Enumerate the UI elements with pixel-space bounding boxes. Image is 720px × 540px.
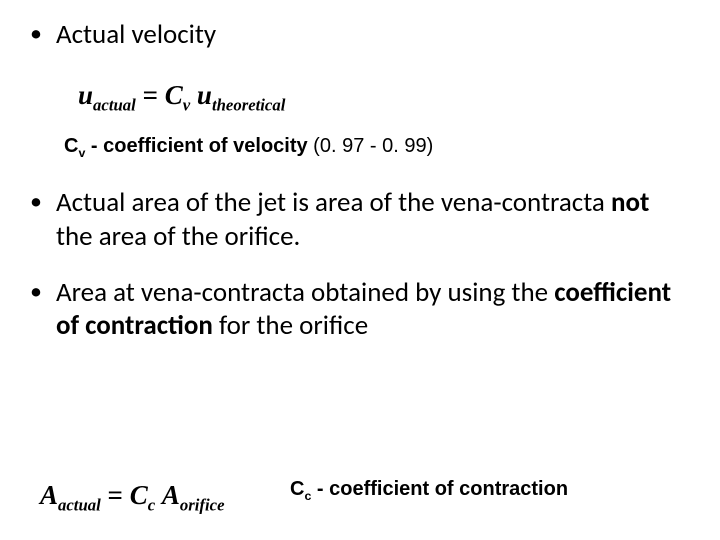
cv-definition: Cv - coefficient of velocity (0. 97 - 0.… xyxy=(64,135,690,160)
bullet-dot: • xyxy=(30,276,42,308)
b3-part2: for the orifice xyxy=(213,309,368,342)
eq2-A: A xyxy=(40,480,58,510)
cc-text: - coefficient of contraction xyxy=(311,478,568,500)
cc-C: C xyxy=(290,478,304,500)
cc-definition: Cc - coefficient of contraction xyxy=(290,478,568,503)
eq2-space xyxy=(155,480,162,510)
equation-2-content: Aactual = Cc Aorifice xyxy=(40,480,225,510)
bullet-item-2: • Actual area of the jet is area of the … xyxy=(30,186,690,254)
bullet-dot: • xyxy=(30,186,42,218)
eq1-sub-actual: actual xyxy=(93,95,136,114)
eq1-u: u xyxy=(78,80,93,110)
equation-area: Aactual = Cc Aorifice xyxy=(40,480,225,515)
eq2-A2: A xyxy=(162,480,180,510)
eq2-sub-orifice: orifice xyxy=(180,495,225,514)
eq2-equals: = xyxy=(101,480,130,510)
eq1-space xyxy=(190,80,197,110)
bullet-dot: • xyxy=(30,18,42,50)
eq2-sub-actual: actual xyxy=(58,495,101,514)
b2-part1: Actual area of the jet is area of the ve… xyxy=(56,186,611,219)
eq2-C: C xyxy=(130,480,148,510)
b2-bold: not xyxy=(611,186,649,219)
bullet-text-2: Actual area of the jet is area of the ve… xyxy=(56,186,690,254)
bullet-text-1: Actual velocity xyxy=(56,18,216,52)
cv-range: (0. 97 - 0. 99) xyxy=(308,135,434,157)
eq1-equals: = xyxy=(136,80,165,110)
eq1-C: C xyxy=(165,80,183,110)
eq1-sub-theoretical: theoretical xyxy=(212,95,285,114)
cv-C: C xyxy=(64,135,78,157)
b3-part1: Area at vena-contracta obtained by using… xyxy=(56,276,554,309)
b2-part2: the area of the orifice. xyxy=(56,220,300,253)
equation-1-content: uactual = Cv utheoretical xyxy=(78,80,285,110)
bullet-item-3: • Area at vena-contracta obtained by usi… xyxy=(30,276,690,344)
eq1-u2: u xyxy=(197,80,212,110)
cv-text-bold: - coefficient of velocity xyxy=(85,135,307,157)
equation-velocity: uactual = Cv utheoretical xyxy=(78,80,690,115)
bullet-text-3: Area at vena-contracta obtained by using… xyxy=(56,276,690,344)
bullet-item-1: • Actual velocity xyxy=(30,18,690,52)
